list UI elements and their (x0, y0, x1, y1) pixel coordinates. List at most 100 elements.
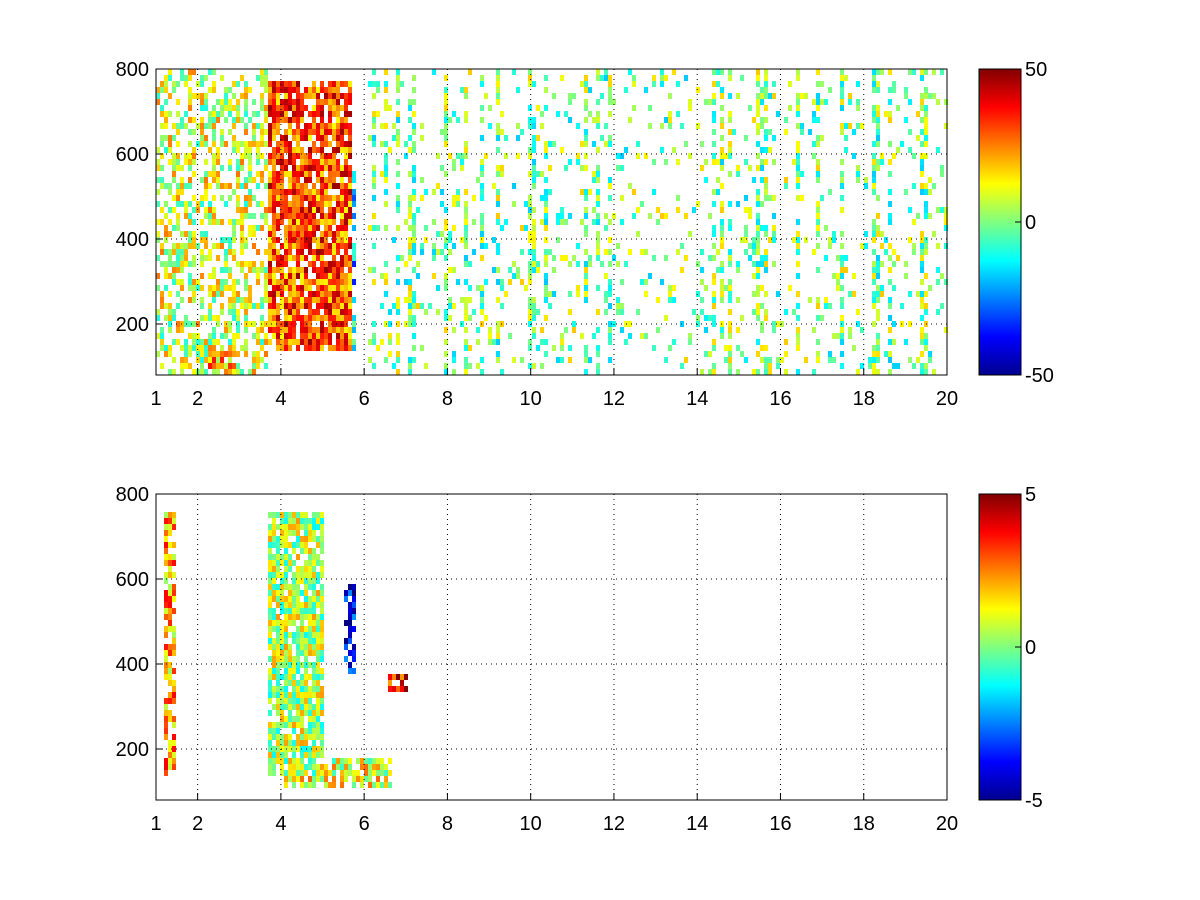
top-heatmap-cell (252, 123, 256, 129)
top-heatmap-cell (200, 99, 204, 105)
bottom-heatmap-cell (308, 728, 312, 734)
bottom-heatmap-cell (284, 548, 288, 554)
top-heatmap-cell (228, 129, 232, 135)
top-heatmap-cell (180, 69, 184, 75)
top-heatmap-cell (268, 129, 272, 135)
bottom-heatmap-cell (172, 572, 176, 578)
bottom-heatmap-cell (304, 584, 308, 590)
top-heatmap-cell (872, 75, 876, 81)
top-heatmap-cell (292, 321, 296, 327)
top-colorbar-ticks: 500-50 (1015, 59, 1054, 387)
top-heatmap-cell (532, 165, 536, 171)
top-heatmap-cell (388, 309, 392, 315)
top-heatmap-cell (888, 159, 892, 165)
top-heatmap-cell (920, 249, 924, 255)
top-heatmap-cell (544, 315, 548, 321)
top-heatmap-cell (252, 129, 256, 135)
top-heatmap-cell (284, 243, 288, 249)
bottom-heatmap-cell (304, 638, 308, 644)
top-heatmap-cell (712, 363, 716, 369)
bottom-heatmap-cell (288, 680, 292, 686)
top-heatmap-cell (308, 171, 312, 177)
top-heatmap-cell (184, 261, 188, 267)
top-heatmap-cell (216, 357, 220, 363)
top-heatmap-cell (532, 237, 536, 243)
top-heatmap-cell (420, 177, 424, 183)
top-heatmap-cell (656, 219, 660, 225)
top-heatmap-cell (316, 189, 320, 195)
top-heatmap-cell (260, 327, 264, 333)
top-heatmap-cell (456, 117, 460, 123)
bottom-heatmap-cell (348, 764, 352, 770)
top-heatmap-cell (332, 207, 336, 213)
top-heatmap-cell (324, 213, 328, 219)
bottom-heatmap-cell (304, 548, 308, 554)
top-heatmap-cell (592, 177, 596, 183)
top-heatmap-cell (292, 291, 296, 297)
top-heatmap-cell (660, 123, 664, 129)
top-heatmap-cell (320, 237, 324, 243)
top-heatmap-cell (756, 267, 760, 273)
top-heatmap-cell (164, 117, 168, 123)
top-heatmap-cell (220, 345, 224, 351)
top-heatmap-cell (876, 117, 880, 123)
top-heatmap-cell (784, 309, 788, 315)
top-heatmap-cell (596, 285, 600, 291)
top-heatmap-cell (192, 297, 196, 303)
bottom-heatmap-cell (304, 656, 308, 662)
top-heatmap-cell (604, 75, 608, 81)
top-heatmap-cell (704, 351, 708, 357)
top-heatmap-cell (280, 261, 284, 267)
top-heatmap-cell (876, 297, 880, 303)
top-heatmap-cell (280, 99, 284, 105)
top-heatmap-cell (184, 183, 188, 189)
bottom-heatmap-cell (272, 650, 276, 656)
top-heatmap-cell (444, 219, 448, 225)
top-x-tick-label: 18 (853, 388, 875, 410)
bottom-heatmap-cell (172, 716, 176, 722)
top-heatmap-cell (172, 177, 176, 183)
top-heatmap-cell (328, 219, 332, 225)
bottom-heatmap-cell (288, 746, 292, 752)
top-heatmap-cell (156, 87, 160, 93)
top-heatmap-cell (720, 147, 724, 153)
top-heatmap-cell (492, 237, 496, 243)
bottom-heatmap-cell (304, 590, 308, 596)
top-heatmap-cell (164, 273, 168, 279)
bottom-heatmap-cell (308, 722, 312, 728)
top-heatmap-cell (228, 357, 232, 363)
top-heatmap-cell (464, 363, 468, 369)
top-heatmap-cell (412, 345, 416, 351)
bottom-heatmap-cell (356, 776, 360, 782)
top-heatmap-cell (244, 201, 248, 207)
top-heatmap-cell (312, 279, 316, 285)
bottom-heatmap-cell (332, 776, 336, 782)
top-heatmap-cell (432, 249, 436, 255)
bottom-heatmap-cell (304, 782, 308, 788)
top-heatmap-cell (192, 159, 196, 165)
bottom-heatmap-cell (400, 680, 404, 686)
top-heatmap-cell (376, 345, 380, 351)
bottom-heatmap-cell (276, 542, 280, 548)
top-heatmap-cell (920, 237, 924, 243)
top-heatmap-cell (156, 159, 160, 165)
top-heatmap-cell (188, 261, 192, 267)
bottom-heatmap-cell (320, 602, 324, 608)
top-heatmap-cell (316, 165, 320, 171)
bottom-heatmap-cell (292, 752, 296, 758)
top-heatmap-cell (868, 357, 872, 363)
top-heatmap-cell (256, 351, 260, 357)
top-heatmap-cell (304, 315, 308, 321)
top-heatmap-cell (396, 117, 400, 123)
bottom-heatmap-cell (284, 716, 288, 722)
top-heatmap-cell (924, 201, 928, 207)
bottom-heatmap-cell (280, 596, 284, 602)
bottom-heatmap-cell (320, 734, 324, 740)
top-heatmap-cell (924, 273, 928, 279)
top-heatmap-cell (624, 339, 628, 345)
top-heatmap-cell (300, 279, 304, 285)
top-heatmap-cell (776, 291, 780, 297)
top-heatmap-cell (272, 99, 276, 105)
top-heatmap-cell (452, 327, 456, 333)
